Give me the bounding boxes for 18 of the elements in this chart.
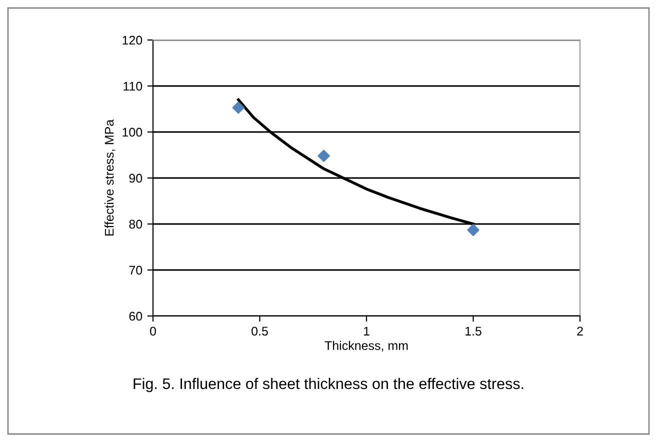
x-tick-label: 1.5 — [466, 326, 482, 336]
y-axis-title: Effective stress, MPa — [104, 119, 116, 236]
x-tick-label: 0.5 — [252, 326, 268, 336]
y-tick-label: 100 — [122, 128, 142, 137]
y-tick-label: 90 — [129, 174, 142, 183]
point — [318, 150, 330, 162]
x-tick-label: 2 — [577, 326, 583, 336]
y-tick-label: 70 — [129, 266, 142, 275]
caption: Fig. 5. Influence of sheet thickness on the effective stress. — [134, 378, 524, 392]
point — [232, 102, 244, 114]
y-tick-label: 60 — [129, 312, 142, 321]
y-tick-label: 120 — [122, 36, 142, 45]
x-tick-label: 1 — [364, 326, 370, 336]
point — [467, 224, 480, 236]
y-tick-label: 110 — [124, 82, 142, 91]
x-axis-title: Thickness, mm — [324, 340, 408, 352]
y-tick-label: 80 — [129, 220, 142, 229]
x-tick-label: 0 — [150, 326, 156, 336]
